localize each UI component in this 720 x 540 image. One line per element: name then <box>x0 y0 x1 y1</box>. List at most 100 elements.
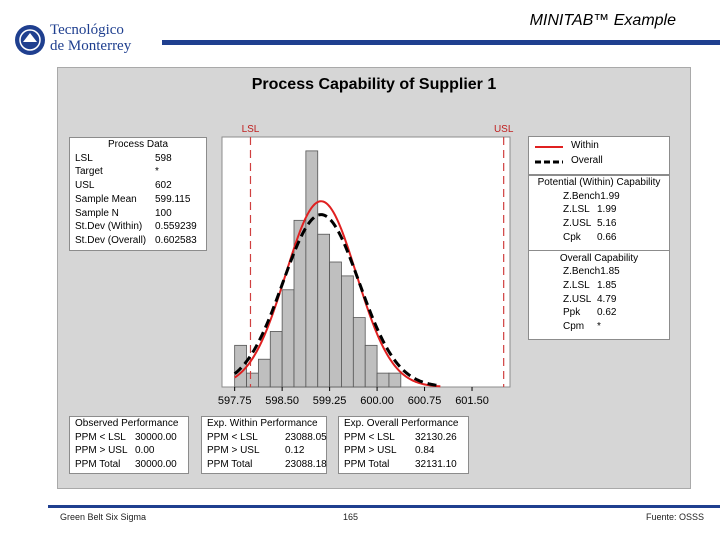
stat-label: PPM Total <box>207 459 253 471</box>
logo-line-2: de Monterrey <box>50 38 132 54</box>
stat-row: PPM > USL 0.00 <box>75 444 183 458</box>
stat-row: Z.Bench 1.85 <box>563 265 620 279</box>
stat-value: * <box>597 321 601 333</box>
stat-label: PPM > USL <box>207 445 260 457</box>
capability-box: Potential (Within) Capability Z.Bench 1.9… <box>528 175 670 340</box>
stat-row: St.Dev (Within) 0.559239 <box>75 220 201 234</box>
x-tick-label: 597.75 <box>218 395 252 407</box>
stat-row: Cpm * <box>563 320 619 334</box>
overall-capability-title: Overall Capability <box>529 249 669 266</box>
histogram-bar <box>376 372 390 388</box>
histogram-bar <box>352 317 366 388</box>
stat-value: 30000.00 <box>135 459 177 471</box>
logo-text: Tecnológico de Monterrey <box>50 22 131 54</box>
histogram-bar <box>246 372 259 388</box>
stat-label: USL <box>75 180 95 192</box>
exp-overall-performance-title: Exp. Overall Performance <box>344 418 459 429</box>
stat-row: PPM Total 30000.00 <box>75 458 183 472</box>
stat-value: 23088.05 <box>285 431 327 443</box>
x-tick-label: 600.00 <box>360 395 394 407</box>
stat-value: * <box>155 166 159 178</box>
stat-value: 0.12 <box>285 445 305 457</box>
stat-row: PPM > USL 0.12 <box>207 444 321 458</box>
stat-row: USL 602 <box>75 179 201 193</box>
process-data-box: Process Data LSL 598 Target * USL 602 Sample M… <box>69 137 207 251</box>
observed-performance-box: Observed Performance PPM < LSL 30000.00 PP… <box>69 416 189 474</box>
stat-value: 0.559239 <box>155 221 197 233</box>
observed-performance-title: Observed Performance <box>75 418 179 429</box>
stat-value: 602 <box>155 180 172 192</box>
histogram-bar <box>257 358 271 388</box>
legend-overall-label: Overall <box>571 155 603 166</box>
slide-title: MINITAB™ Example <box>529 12 676 29</box>
curve-within <box>234 200 441 388</box>
logo-line-1: Tecnológico <box>50 22 124 38</box>
stat-row: Z.LSL 1.99 <box>563 203 619 217</box>
stat-label: St.Dev (Within) <box>75 221 143 233</box>
stat-value: 0.62 <box>597 307 617 319</box>
histogram-bar <box>269 331 283 388</box>
stat-value: 5.16 <box>597 218 617 230</box>
legend-within-label: Within <box>571 140 599 151</box>
stat-row: Z.USL 5.16 <box>563 217 619 231</box>
stat-label: PPM < LSL <box>207 431 258 443</box>
histogram-bar <box>281 289 295 388</box>
stat-label: Z.USL <box>563 218 592 230</box>
stat-label: Sample N <box>75 207 119 219</box>
stat-label: Cpk <box>563 231 581 243</box>
stat-row: PPM Total 32131.10 <box>344 458 463 472</box>
stat-label: St.Dev (Overall) <box>75 234 147 246</box>
stat-value: 100 <box>155 207 172 219</box>
stat-value: 0.84 <box>415 445 435 457</box>
stat-row: Z.LSL 1.85 <box>563 279 619 293</box>
x-tick-label: 600.75 <box>408 395 442 407</box>
stat-value: 0.00 <box>135 445 155 457</box>
curve-overall <box>233 213 441 388</box>
stat-label: LSL <box>75 152 93 164</box>
stat-label: Z.LSL <box>563 279 590 291</box>
process-data-title: Process Data <box>107 139 169 150</box>
chart-title: Process Capability of Supplier 1 <box>251 76 497 93</box>
stat-label: Sample Mean <box>75 193 137 205</box>
stat-value: 0.602583 <box>155 234 197 246</box>
stat-label: Z.USL <box>563 293 592 305</box>
stat-label: Z.Bench <box>563 266 601 278</box>
histogram-bar <box>388 372 402 388</box>
stat-row: Z.USL 4.79 <box>563 293 619 307</box>
histogram-bar <box>364 344 378 388</box>
exp-within-performance-box: Exp. Within Performance PPM < LSL 23088.0… <box>201 416 327 474</box>
spec-label-lsl: LSL <box>242 124 260 135</box>
footer-divider <box>48 505 720 508</box>
x-tick-label: 599.25 <box>313 395 347 407</box>
stat-row: Sample Mean 599.115 <box>75 193 201 207</box>
stat-value: 30000.00 <box>135 431 177 443</box>
header-divider <box>162 40 720 45</box>
stat-label: PPM Total <box>344 459 390 471</box>
exp-overall-performance-box: Exp. Overall Performance PPM < LSL 32130.… <box>338 416 469 474</box>
stat-label: PPM Total <box>75 459 121 471</box>
university-logo: Tecnológico de Monterrey <box>14 22 154 58</box>
histogram-bar <box>234 344 247 388</box>
stat-row: PPM > USL 0.84 <box>344 444 463 458</box>
footer-left: Green Belt Six Sigma <box>60 512 147 522</box>
stat-value: 0.66 <box>597 231 617 243</box>
histogram-bar <box>317 233 331 388</box>
stat-value: 1.99 <box>597 204 617 216</box>
stat-value: 1.85 <box>600 266 620 278</box>
stat-value: 1.85 <box>597 279 617 291</box>
stat-row: PPM < LSL 30000.00 <box>75 431 183 445</box>
exp-within-performance-title: Exp. Within Performance <box>207 418 318 429</box>
stat-row: St.Dev (Overall) 0.602583 <box>75 234 201 248</box>
stat-label: PPM < LSL <box>344 431 395 443</box>
stat-row: Target * <box>75 165 201 179</box>
stat-value: 599.115 <box>155 193 191 205</box>
stat-row: PPM < LSL 23088.05 <box>207 431 327 445</box>
capability-panel: Process Capability of Supplier 1 Process… <box>57 67 691 489</box>
stat-label: PPM > USL <box>344 445 397 457</box>
stat-label: PPM > USL <box>75 445 128 457</box>
stat-value: 598 <box>155 152 172 164</box>
stat-row: Ppk 0.62 <box>563 306 619 320</box>
stat-row: Sample N 100 <box>75 207 201 221</box>
stat-row: LSL 598 <box>75 152 201 166</box>
stat-label: PPM < LSL <box>75 431 126 443</box>
